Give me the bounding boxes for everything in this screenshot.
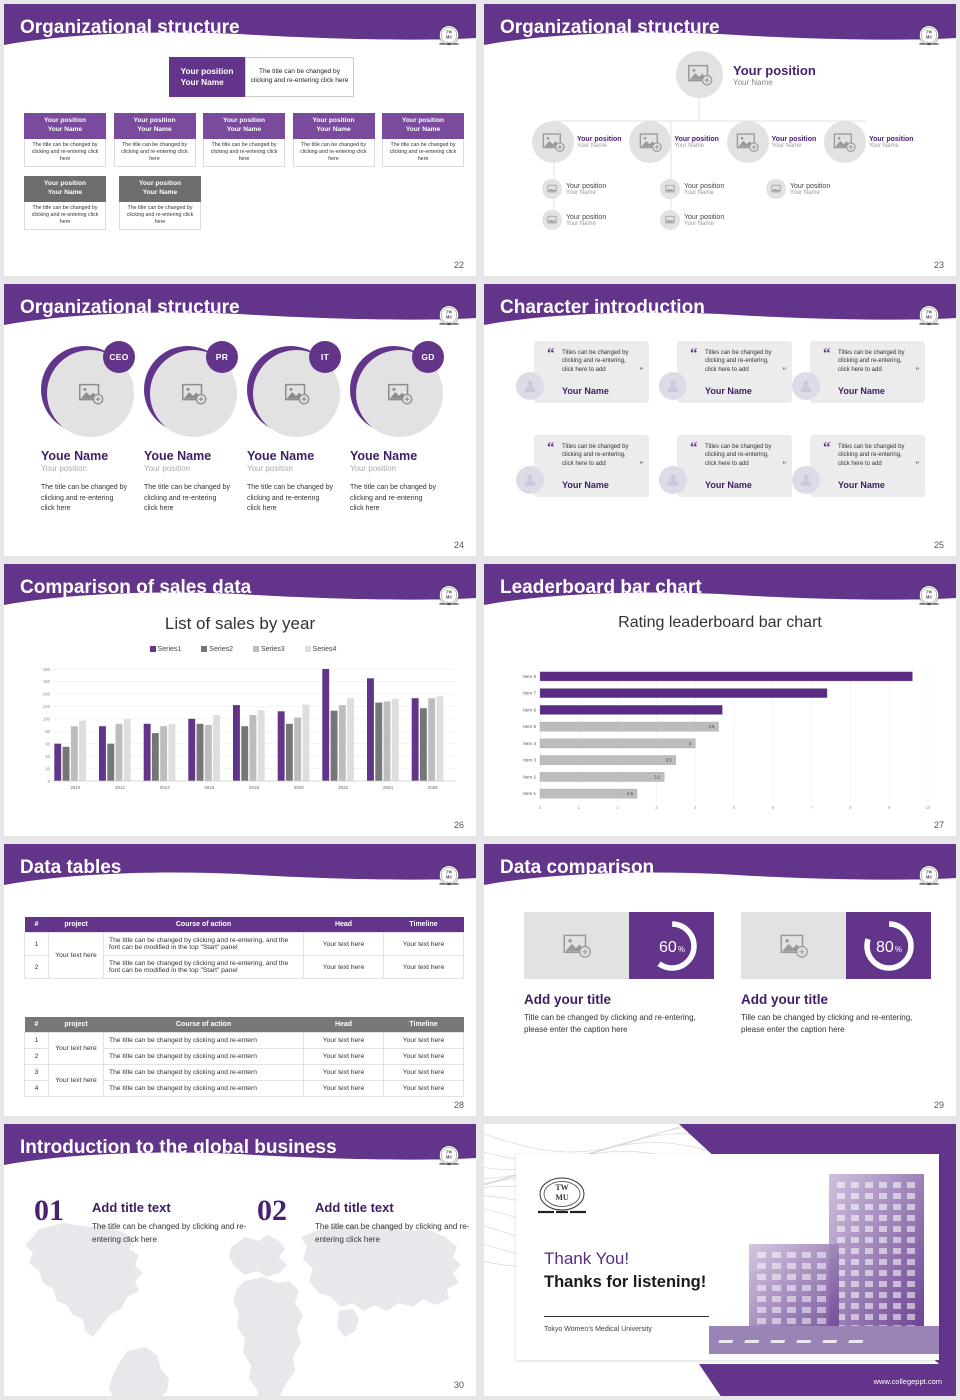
svg-text:7: 7 <box>810 805 813 810</box>
svg-text:TW: TW <box>555 1183 568 1192</box>
svg-text:2012: 2012 <box>115 785 126 790</box>
svg-text:3.5: 3.5 <box>666 758 673 763</box>
svg-text:80: 80 <box>45 729 50 734</box>
svg-text:140: 140 <box>43 692 51 697</box>
svg-text:Item 6: Item 6 <box>523 708 536 713</box>
svg-text:TW: TW <box>446 31 453 35</box>
svg-text:3: 3 <box>655 805 658 810</box>
svg-text:2014: 2014 <box>160 785 171 790</box>
svg-text:MU: MU <box>446 875 453 879</box>
svg-text:2024: 2024 <box>383 785 394 790</box>
svg-text:160: 160 <box>43 679 51 684</box>
svg-text:MU: MU <box>926 595 933 599</box>
svg-text:180: 180 <box>43 667 51 672</box>
svg-text:3.2: 3.2 <box>654 775 661 780</box>
svg-text:8: 8 <box>849 805 852 810</box>
svg-text:2022: 2022 <box>338 785 349 790</box>
svg-text:MU: MU <box>446 1155 453 1159</box>
svg-text:MU: MU <box>926 875 933 879</box>
svg-text:2020: 2020 <box>294 785 305 790</box>
svg-text:9: 9 <box>888 805 891 810</box>
svg-text:Item 4: Item 4 <box>523 741 536 746</box>
svg-text:1: 1 <box>578 805 581 810</box>
svg-text:100: 100 <box>43 717 51 722</box>
svg-text:0: 0 <box>48 779 51 784</box>
svg-text:MU: MU <box>926 315 933 319</box>
svg-text:2016: 2016 <box>204 785 215 790</box>
svg-text:TW: TW <box>926 871 933 875</box>
svg-text:Item 3: Item 3 <box>523 758 536 763</box>
svg-text:TW: TW <box>446 591 453 595</box>
svg-text:2010: 2010 <box>70 785 81 790</box>
svg-text:60%: 60% <box>659 939 685 956</box>
svg-text:TW: TW <box>926 591 933 595</box>
svg-text:20: 20 <box>45 766 50 771</box>
svg-text:7.4: 7.4 <box>817 691 824 696</box>
svg-text:10: 10 <box>926 805 931 810</box>
svg-text:MU: MU <box>555 1193 569 1202</box>
svg-text:6: 6 <box>772 805 775 810</box>
svg-text:MU: MU <box>446 595 453 599</box>
svg-text:Item 5: Item 5 <box>523 724 536 729</box>
svg-text:TW: TW <box>446 311 453 315</box>
svg-text:2.5: 2.5 <box>627 791 634 796</box>
svg-text:120: 120 <box>43 704 51 709</box>
svg-text:TW: TW <box>446 1151 453 1155</box>
svg-text:MU: MU <box>926 35 933 39</box>
svg-text:2026: 2026 <box>428 785 439 790</box>
svg-text:2: 2 <box>616 805 619 810</box>
svg-text:Item 2: Item 2 <box>523 775 536 780</box>
svg-text:5: 5 <box>733 805 736 810</box>
svg-text:TW: TW <box>926 31 933 35</box>
svg-text:2018: 2018 <box>249 785 260 790</box>
svg-text:4: 4 <box>694 805 697 810</box>
svg-text:Item 8: Item 8 <box>523 674 536 679</box>
svg-text:Item 1: Item 1 <box>523 791 536 796</box>
svg-text:MU: MU <box>446 315 453 319</box>
svg-text:Item 7: Item 7 <box>523 691 536 696</box>
svg-text:80%: 80% <box>876 939 902 956</box>
svg-text:0: 0 <box>539 805 542 810</box>
svg-text:60: 60 <box>45 742 50 747</box>
svg-text:40: 40 <box>45 754 50 759</box>
svg-text:4.6: 4.6 <box>708 724 715 729</box>
svg-text:MU: MU <box>446 35 453 39</box>
svg-text:TW: TW <box>926 311 933 315</box>
svg-text:TW: TW <box>446 871 453 875</box>
svg-text:9.6: 9.6 <box>902 674 909 679</box>
svg-text:4.7: 4.7 <box>712 708 719 713</box>
